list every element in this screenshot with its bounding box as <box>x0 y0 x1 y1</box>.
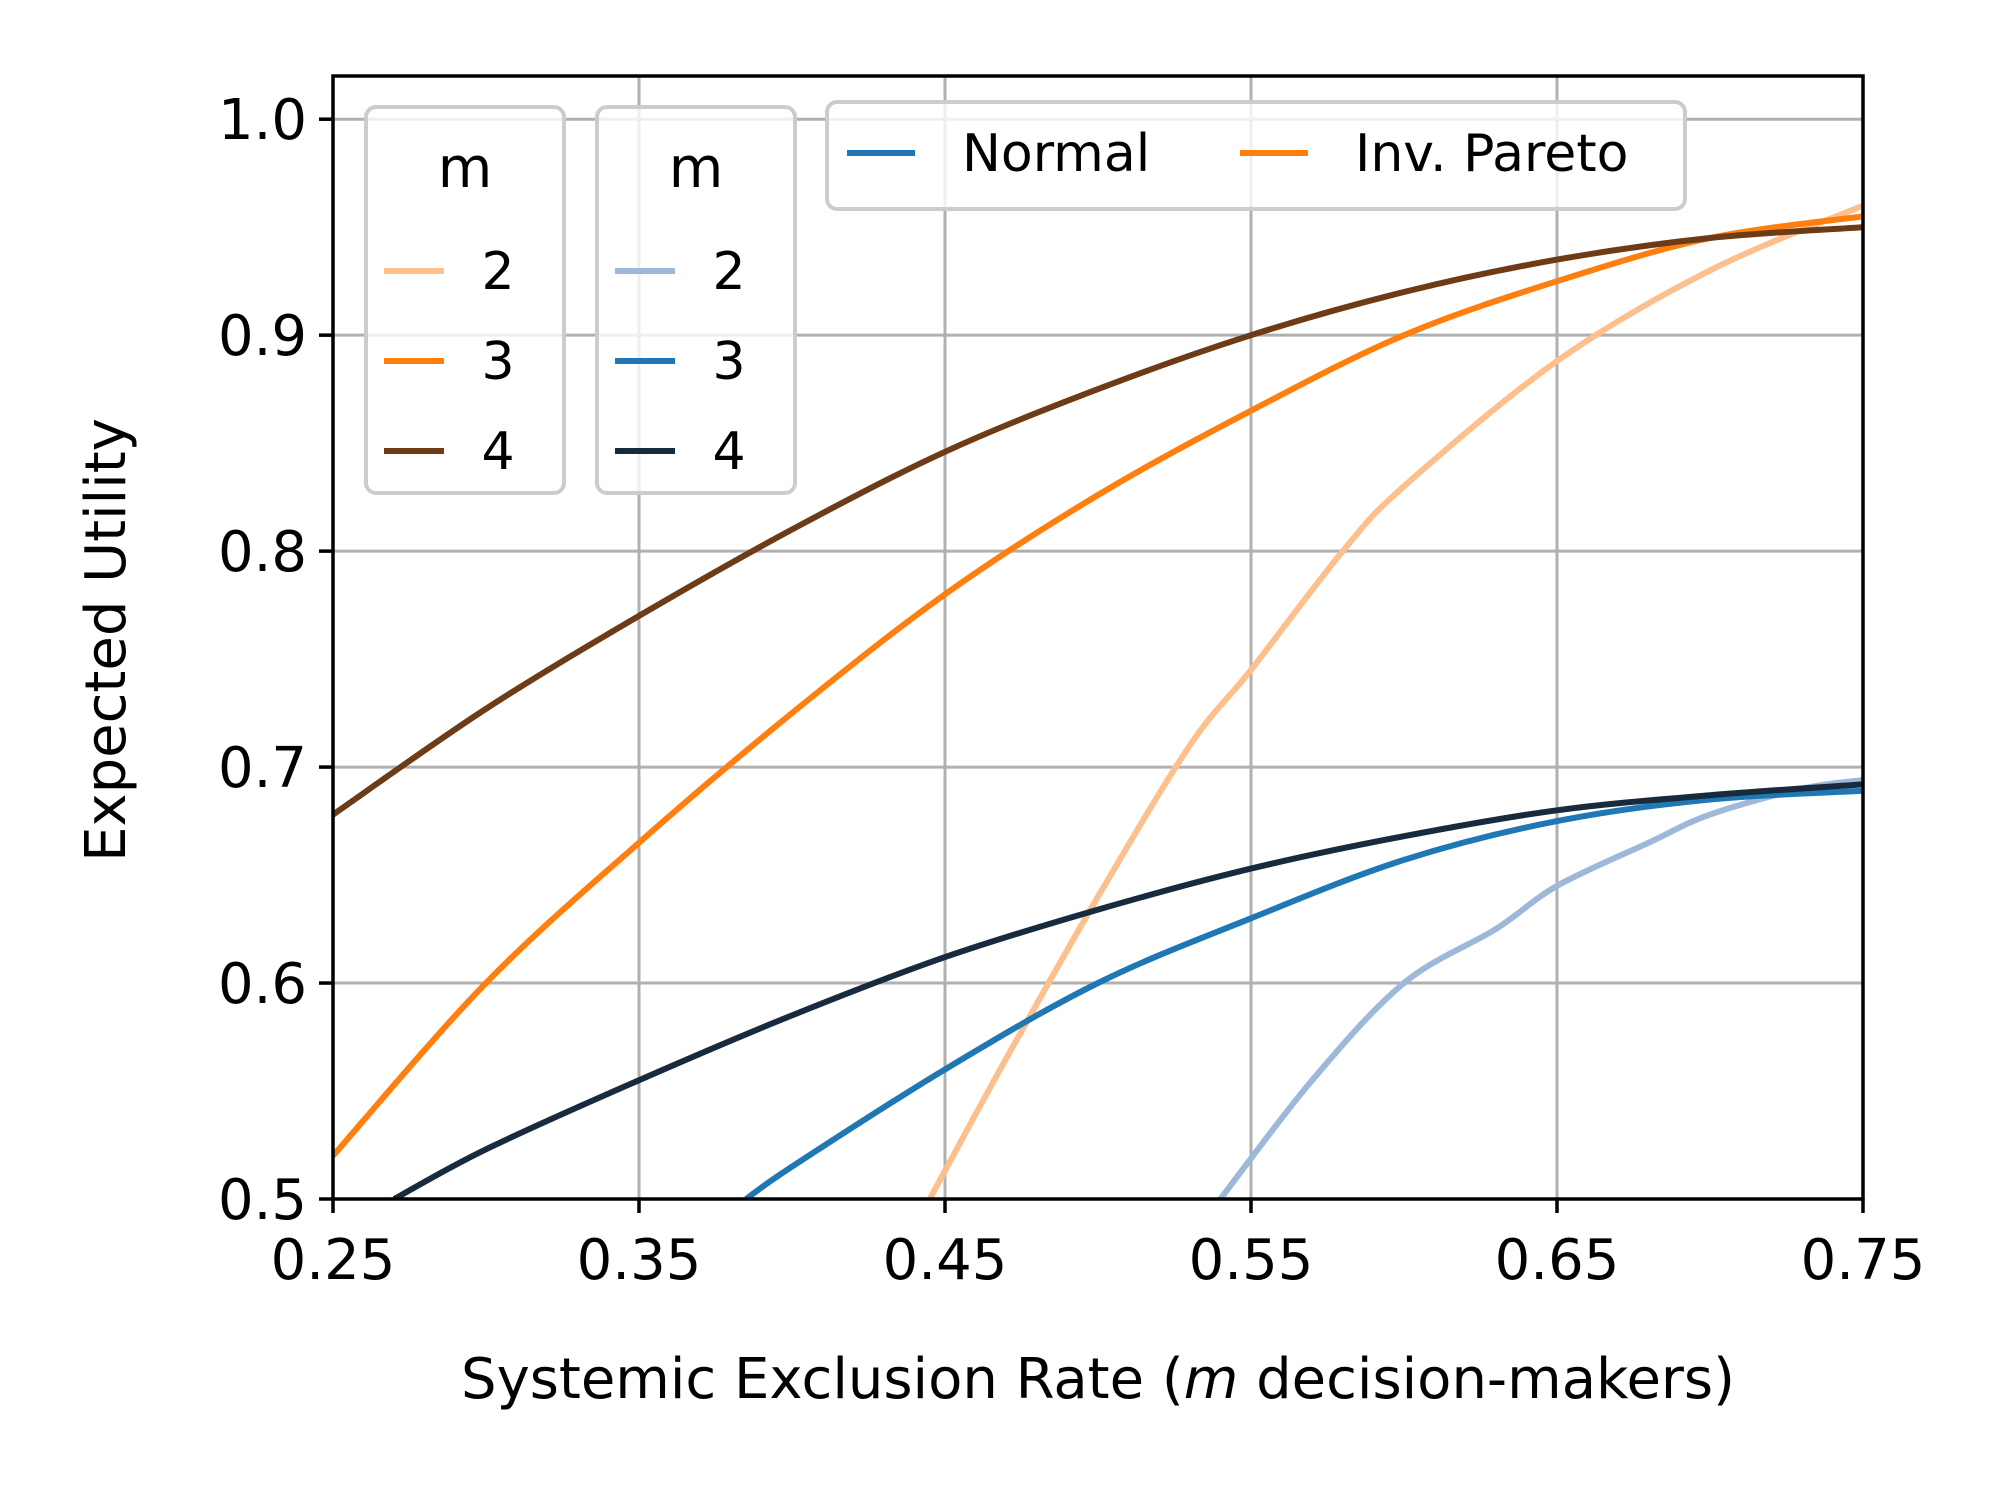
x-tick-label: 0.45 <box>883 1228 1008 1293</box>
y-tick-label: 0.9 <box>218 304 307 369</box>
legend-entry-label: 3 <box>712 332 745 392</box>
legends: m 2 3 4 m 2 3 4 Normal Inv. Pareto <box>364 100 1687 495</box>
legend-title: m <box>438 136 493 201</box>
legend-entry-label: 4 <box>481 422 514 482</box>
legend-title: m <box>669 136 724 201</box>
y-tick-label: 0.6 <box>218 952 307 1017</box>
series-line-inv-pareto-m4 <box>333 224 1863 818</box>
legend-entry-label: 4 <box>712 422 745 482</box>
series-line-inv-pareto-m3 <box>333 213 1863 1158</box>
x-axis-title: Systemic Exclusion Rate (m decision-make… <box>461 1347 1735 1412</box>
y-tick-label: 0.7 <box>218 736 307 801</box>
plot-frame <box>331 74 1865 1201</box>
legend-m-2: m 2 3 4 <box>595 105 797 495</box>
series-line-inv-pareto-m2 <box>927 202 1863 1199</box>
y-tick-label: 0.8 <box>218 520 307 585</box>
y-axis-title: Expected Utility <box>74 418 139 862</box>
legend-entry-label: Normal <box>962 124 1150 184</box>
axis-ticks: 0.25 0.35 0.45 0.55 0.65 0.75 0.5 0.6 0.7 0.8 0.9 1… <box>218 88 1925 1293</box>
legend-box <box>364 105 566 495</box>
x-tick-label: 0.25 <box>271 1228 396 1293</box>
legend-box <box>595 105 797 495</box>
x-tick-label: 0.75 <box>1801 1228 1926 1293</box>
x-tick-label: 0.65 <box>1495 1228 1620 1293</box>
series-line-normal-m4 <box>392 781 1863 1199</box>
legend-entry-label: 2 <box>481 242 514 302</box>
y-tick-label: 0.5 <box>218 1168 307 1233</box>
x-tick-label: 0.35 <box>577 1228 702 1293</box>
y-tick-label: 1.0 <box>218 88 307 153</box>
x-tick-label: 0.55 <box>1189 1228 1314 1293</box>
legend-entry-label: 2 <box>712 242 745 302</box>
legend-m-1: m 2 3 4 <box>364 105 566 495</box>
legend-entry-label: 3 <box>481 332 514 392</box>
legend-entry-label: Inv. Pareto <box>1355 124 1628 184</box>
series-line-normal-m2 <box>1218 777 1863 1199</box>
series-line-normal-m3 <box>744 787 1863 1199</box>
series-lines <box>333 202 1863 1199</box>
legend-distribution: Normal Inv. Pareto <box>825 100 1687 211</box>
